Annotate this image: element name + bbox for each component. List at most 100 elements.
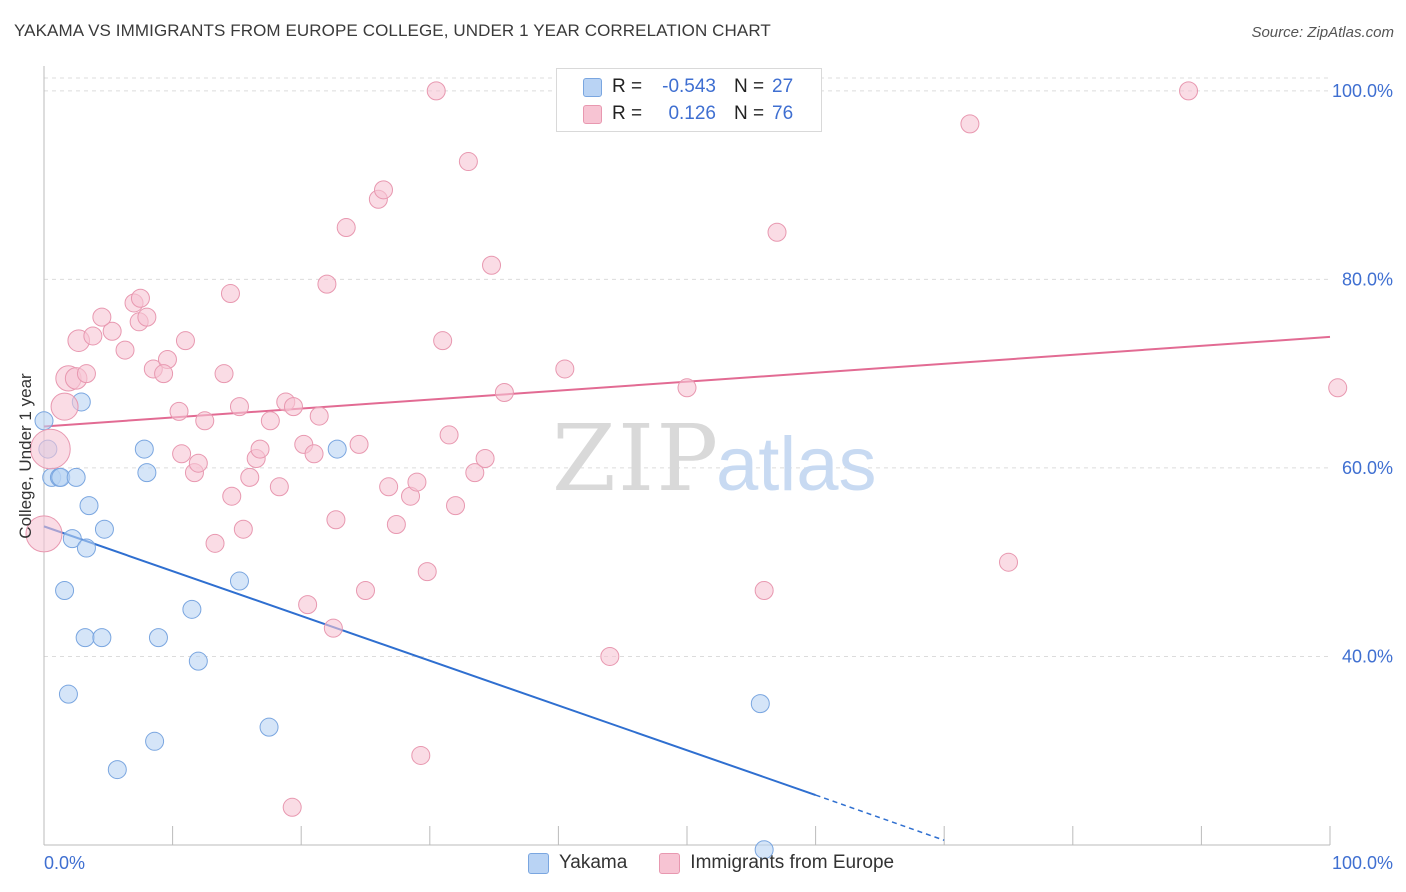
legend-r-label: R = <box>612 103 643 124</box>
yakama-point <box>76 538 96 558</box>
europe-point <box>677 378 697 398</box>
europe-point <box>25 515 63 553</box>
yakama-point <box>79 496 99 516</box>
europe-point <box>754 580 774 600</box>
series-legend: Yakama Immigrants from Europe <box>528 852 926 874</box>
europe-point <box>298 595 318 615</box>
europe-point <box>446 496 466 516</box>
yakama-point <box>259 717 279 737</box>
europe-point <box>172 444 192 464</box>
legend-item-yakama[interactable]: Yakama <box>528 852 627 874</box>
europe-point <box>233 519 253 539</box>
yakama-point <box>107 760 127 780</box>
europe-point <box>411 745 431 765</box>
europe-point <box>458 152 478 172</box>
europe-point <box>407 472 427 492</box>
europe-point <box>494 383 514 403</box>
chart-title: YAKAMA VS IMMIGRANTS FROM EUROPE COLLEGE… <box>14 21 771 40</box>
yakama-point <box>94 519 114 539</box>
europe-point <box>417 562 437 582</box>
legend-item-europe[interactable]: Immigrants from Europe <box>659 852 894 874</box>
yakama-point <box>134 439 154 459</box>
legend-swatch-blue <box>583 77 602 97</box>
tick-labels: 40.0% 60.0% 80.0% 100.0% 0.0% 100.0% <box>44 81 1393 873</box>
europe-point <box>475 449 495 468</box>
trend-line <box>43 525 816 796</box>
yakama-point <box>55 580 75 600</box>
legend-r-value: 0.126 <box>668 103 716 124</box>
legend-n-value: 27 <box>772 76 794 97</box>
yakama-point <box>754 840 774 860</box>
europe-point <box>326 510 346 530</box>
europe-point <box>92 307 112 327</box>
legend-n-label: N = <box>734 76 765 97</box>
europe-point <box>175 331 195 351</box>
europe-point <box>50 392 79 421</box>
europe-point <box>115 340 135 360</box>
y-tick-label: 60.0% <box>1342 458 1393 478</box>
europe-point <box>999 552 1018 572</box>
europe-point <box>323 618 343 638</box>
yakama-point <box>182 599 202 619</box>
europe-point <box>76 364 96 384</box>
europe-point <box>195 411 215 431</box>
europe-point <box>379 477 399 497</box>
europe-point <box>304 444 324 464</box>
europe-point <box>600 646 620 666</box>
yakama-point <box>58 684 78 704</box>
europe-point <box>205 533 225 553</box>
europe-point <box>426 81 446 101</box>
europe-point <box>374 180 394 200</box>
y-axis-label: College, Under 1 year <box>16 373 35 539</box>
europe-point <box>1179 81 1199 101</box>
europe-point <box>482 255 502 275</box>
europe-point <box>317 274 337 294</box>
source-label: Source: ZipAtlas.com <box>1251 24 1394 41</box>
x-tick-label: 0.0% <box>44 853 85 873</box>
europe-point <box>386 514 406 534</box>
europe-point <box>137 307 157 327</box>
europe-point <box>555 359 575 379</box>
europe-point <box>349 434 369 454</box>
europe-point <box>260 411 280 431</box>
yakama-point <box>188 651 208 671</box>
correlation-legend: R = -0.543 N = 27 R = 0.126 N = 76 <box>556 68 822 132</box>
gridlines <box>44 77 1330 657</box>
europe-point <box>439 425 459 445</box>
europe-point <box>767 222 787 242</box>
yakama-point <box>137 463 157 483</box>
legend-swatch-pink <box>583 104 602 124</box>
europe-point <box>269 477 289 497</box>
europe-point <box>433 331 453 351</box>
legend-label-yakama: Yakama <box>559 852 628 873</box>
yakama-point <box>145 731 165 751</box>
watermark-atlas: atlas <box>716 422 877 507</box>
europe-point <box>222 486 242 506</box>
europe-point <box>130 288 150 308</box>
europe-point <box>356 580 375 600</box>
europe-point <box>83 326 103 346</box>
data-points <box>25 81 1348 860</box>
yakama-point <box>66 467 86 487</box>
y-tick-label: 80.0% <box>1342 269 1393 289</box>
europe-point <box>1328 378 1348 398</box>
yakama-point <box>34 411 54 431</box>
europe-point <box>282 797 302 817</box>
europe-point <box>309 406 329 426</box>
europe-point <box>960 114 980 134</box>
europe-point <box>336 218 356 238</box>
trend-line-extension <box>815 794 945 841</box>
legend-n-value: 76 <box>772 103 794 124</box>
x-tick-label: 100.0% <box>1332 853 1393 873</box>
legend-r-value: -0.543 <box>662 76 716 97</box>
legend-r-label: R = <box>612 76 643 97</box>
europe-point <box>220 284 240 304</box>
watermark-zip: ZIP <box>552 405 720 512</box>
europe-point <box>229 397 249 417</box>
europe-point <box>188 453 208 473</box>
europe-point <box>169 401 189 421</box>
yakama-point <box>62 529 82 549</box>
europe-point <box>102 321 122 341</box>
yakama-point <box>148 628 168 648</box>
